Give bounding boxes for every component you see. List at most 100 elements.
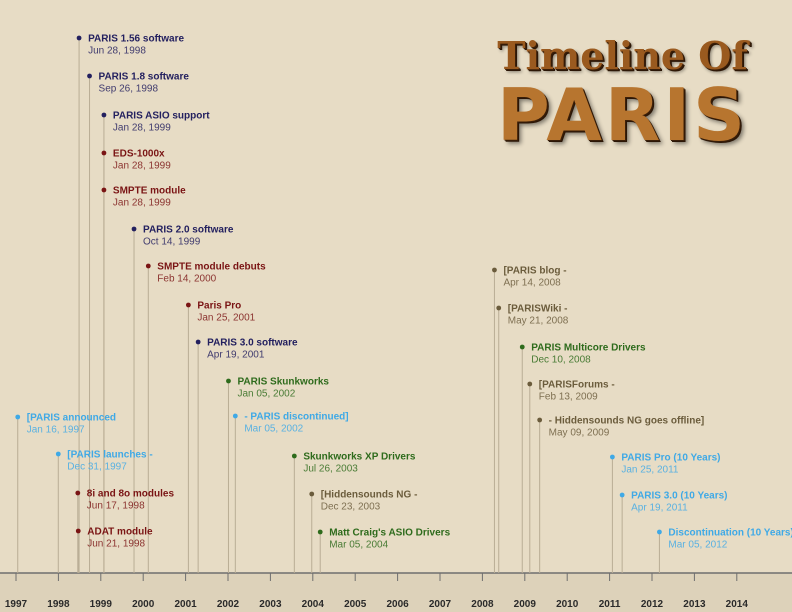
timeline-event: [PARISForums -Feb 13, 2009 — [527, 380, 615, 573]
title-line-1: Timeline Of — [497, 33, 748, 78]
tick-label: 2000 — [132, 599, 155, 610]
event-label: EDS-1000x — [113, 149, 165, 160]
tick-label: 2010 — [556, 599, 579, 610]
event-label: PARIS 1.8 software — [99, 72, 190, 83]
event-label: Discontinuation (10 Years) — [668, 528, 792, 539]
tick-label: 1998 — [47, 599, 70, 610]
event-date: Sep 26, 1998 — [99, 84, 159, 95]
tick-label: 2002 — [217, 599, 240, 610]
event-label: PARIS 3.0 (10 Years) — [631, 491, 727, 502]
tick-label: 2011 — [599, 599, 621, 610]
event-marker — [131, 226, 137, 232]
event-marker — [87, 73, 92, 79]
event-label: [PARISForums - — [539, 380, 615, 391]
event-label: Matt Craig's ASIO Drivers — [329, 528, 450, 539]
event-label: PARIS 1.56 software — [88, 34, 184, 45]
event-date: Dec 31, 1997 — [67, 462, 127, 473]
event-marker — [309, 491, 315, 497]
event-date: May 21, 2008 — [508, 316, 569, 327]
axis-band — [0, 573, 792, 612]
timeline-event: PARIS Pro (10 Years)Jan 25, 2011 — [609, 453, 721, 573]
event-label: PARIS 2.0 software — [143, 225, 234, 236]
event-label: [PARIS launches - — [67, 450, 152, 461]
event-date: Mar 05, 2002 — [244, 424, 303, 435]
timeline-event: - Hiddensounds NG goes offline]May 09, 2… — [537, 416, 705, 573]
event-marker — [76, 35, 82, 41]
event-date: Jan 28, 1999 — [113, 161, 171, 172]
event-date: May 09, 2009 — [549, 428, 610, 439]
tick-label: 1999 — [90, 599, 113, 610]
event-date: Jan 28, 1999 — [113, 198, 171, 209]
event-label: SMPTE module debuts — [157, 262, 266, 273]
event-marker — [317, 529, 323, 535]
event-date: Jan 28, 1999 — [113, 123, 171, 134]
event-marker — [75, 528, 81, 534]
timeline-event: Discontinuation (10 Years)Mar 05, 2012 — [657, 528, 792, 573]
timeline-event: [Hiddensounds NG -Dec 23, 2003 — [309, 490, 418, 573]
event-marker — [145, 263, 151, 269]
event-date: Jan 25, 2001 — [197, 313, 255, 324]
tick-label: 2007 — [429, 599, 452, 610]
event-label: ADAT module — [87, 527, 153, 538]
event-date: Apr 19, 2001 — [207, 350, 265, 361]
timeline-event: [PARIS blog -Apr 14, 2008 — [492, 266, 567, 573]
event-date: Feb 13, 2009 — [539, 392, 598, 403]
event-date: Jun 21, 1998 — [87, 539, 145, 550]
event-marker — [519, 344, 525, 350]
event-label: Skunkworks XP Drivers — [303, 452, 416, 463]
event-date: Feb 14, 2000 — [157, 274, 216, 285]
event-label: [PARISWiki - — [508, 304, 568, 315]
event-date: Dec 23, 2003 — [321, 502, 381, 513]
event-label: - PARIS discontinued] — [244, 412, 348, 423]
event-label: - Hiddensounds NG goes offline] — [549, 416, 705, 427]
tick-label: 2014 — [726, 599, 749, 610]
event-label: [PARIS announced — [27, 413, 116, 424]
event-label: PARIS 3.0 software — [207, 338, 298, 349]
event-marker — [226, 378, 231, 384]
event-label: PARIS Multicore Drivers — [531, 343, 646, 354]
event-marker — [527, 381, 533, 387]
event-marker — [619, 492, 625, 498]
event-marker — [195, 339, 201, 345]
event-marker — [101, 187, 107, 193]
event-date: Apr 14, 2008 — [503, 278, 561, 289]
event-marker — [291, 453, 297, 459]
event-date: Jan 25, 2011 — [621, 465, 679, 476]
event-date: Jun 28, 1998 — [88, 46, 146, 57]
timeline-event: [PARIS launches -Dec 31, 1997 — [55, 450, 153, 573]
event-label: Paris Pro — [197, 301, 241, 312]
event-label: 8i and 8o modules — [87, 489, 175, 500]
event-date: Mar 05, 2012 — [668, 540, 727, 551]
event-label: [Hiddensounds NG - — [321, 490, 418, 501]
event-date: Jan 05, 2002 — [237, 389, 295, 400]
tick-label: 2005 — [344, 599, 367, 610]
event-date: Jan 16, 1997 — [27, 425, 85, 436]
tick-label: 2012 — [641, 599, 664, 610]
event-marker — [657, 529, 662, 535]
tick-label: 2003 — [259, 599, 282, 610]
event-marker — [185, 302, 191, 308]
event-date: Jun 17, 1998 — [87, 501, 145, 512]
event-marker — [101, 150, 107, 156]
event-date: Dec 10, 2008 — [531, 355, 591, 366]
tick-label: 2004 — [302, 599, 325, 610]
tick-label: 2009 — [514, 599, 537, 610]
tick-label: 2001 — [174, 599, 197, 610]
event-date: Apr 19, 2011 — [631, 503, 688, 514]
title-line-2: PARIS — [497, 73, 748, 157]
timeline-event: - PARIS discontinued]Mar 05, 2002 — [232, 412, 349, 573]
event-label: PARIS Skunkworks — [237, 377, 329, 388]
